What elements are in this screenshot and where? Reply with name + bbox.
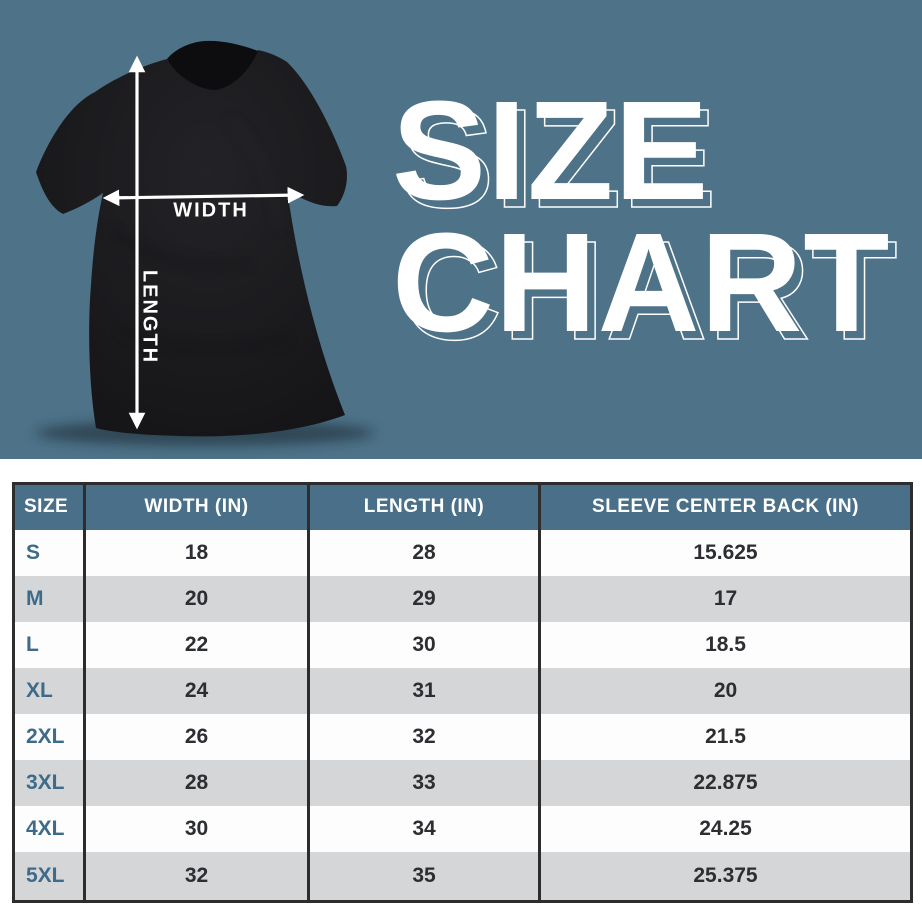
- size-cell: S: [26, 540, 41, 564]
- header-length: LENGTH (IN): [307, 483, 540, 530]
- sleeve-cell: 25.375: [538, 852, 912, 902]
- size-table: SIZE WIDTH (IN) LENGTH (IN) SLEEVE CENTE…: [12, 482, 913, 903]
- size-cell: 3XL: [26, 771, 65, 795]
- table-row: M 20 29 17: [13, 575, 912, 622]
- tshirt-silhouette: [36, 50, 347, 437]
- length-cell: 32: [307, 714, 540, 761]
- table-row: L 22 30 18.5: [13, 621, 912, 668]
- size-cell: L: [26, 632, 39, 656]
- width-cell: 32: [83, 852, 309, 902]
- sleeve-cell: 17: [538, 575, 912, 622]
- table-row: S 18 28 15.625: [13, 529, 912, 576]
- length-cell: 31: [307, 667, 540, 714]
- header-width: WIDTH (IN): [83, 483, 309, 530]
- sleeve-cell: 20: [538, 667, 912, 714]
- table-row: 3XL 28 33 22.875: [13, 760, 912, 807]
- title-line-chart: CHART CHART: [392, 212, 898, 362]
- width-measure-label: WIDTH: [173, 199, 249, 222]
- width-cell: 22: [83, 621, 309, 668]
- table-row: 2XL 26 32 21.5: [13, 714, 912, 761]
- width-cell: 24: [83, 667, 309, 714]
- table-row: 5XL 32 35 25.375: [13, 852, 912, 902]
- width-cell: 30: [83, 806, 309, 853]
- length-cell: 30: [307, 621, 540, 668]
- length-cell: 34: [307, 806, 540, 853]
- size-cell: 5XL: [26, 864, 65, 888]
- sleeve-cell: 24.25: [538, 806, 912, 853]
- sleeve-cell: 15.625: [538, 529, 912, 576]
- width-arrow: [102, 186, 305, 207]
- tshirt-collar: [167, 40, 258, 90]
- size-cell: 4XL: [26, 817, 65, 841]
- table-header-row: SIZE WIDTH (IN) LENGTH (IN) SLEEVE CENTE…: [13, 483, 912, 530]
- table-row: XL 24 31 20: [13, 667, 912, 714]
- title-chart-outline: CHART: [399, 211, 899, 369]
- sleeve-cell: 21.5: [538, 714, 912, 761]
- length-measure-label: LENGTH: [138, 269, 161, 365]
- length-cell: 33: [307, 760, 540, 807]
- header-sleeve: SLEEVE CENTER BACK (IN): [538, 483, 912, 530]
- width-cell: 18: [83, 529, 309, 576]
- title-size-outline: SIZE: [399, 79, 718, 237]
- sleeve-cell: 22.875: [538, 760, 912, 807]
- title-chart-text: CHART: [392, 203, 891, 361]
- size-cell: XL: [26, 678, 53, 702]
- size-cell: 2XL: [26, 725, 65, 749]
- length-cell: 35: [307, 852, 540, 902]
- size-cell: M: [26, 586, 44, 610]
- banner: WIDTH LENGTH SIZE SIZE CHART CHART: [0, 0, 922, 459]
- width-cell: 28: [83, 760, 309, 807]
- tshirt-image: [35, 40, 375, 446]
- sleeve-cell: 18.5: [538, 621, 912, 668]
- header-size: SIZE: [13, 483, 85, 530]
- title-size-text: SIZE: [392, 71, 710, 229]
- title-line-size: SIZE SIZE: [392, 80, 717, 230]
- length-cell: 29: [307, 575, 540, 622]
- width-cell: 26: [83, 714, 309, 761]
- table-row: 4XL 30 34 24.25: [13, 806, 912, 853]
- length-cell: 28: [307, 529, 540, 576]
- width-cell: 20: [83, 575, 309, 622]
